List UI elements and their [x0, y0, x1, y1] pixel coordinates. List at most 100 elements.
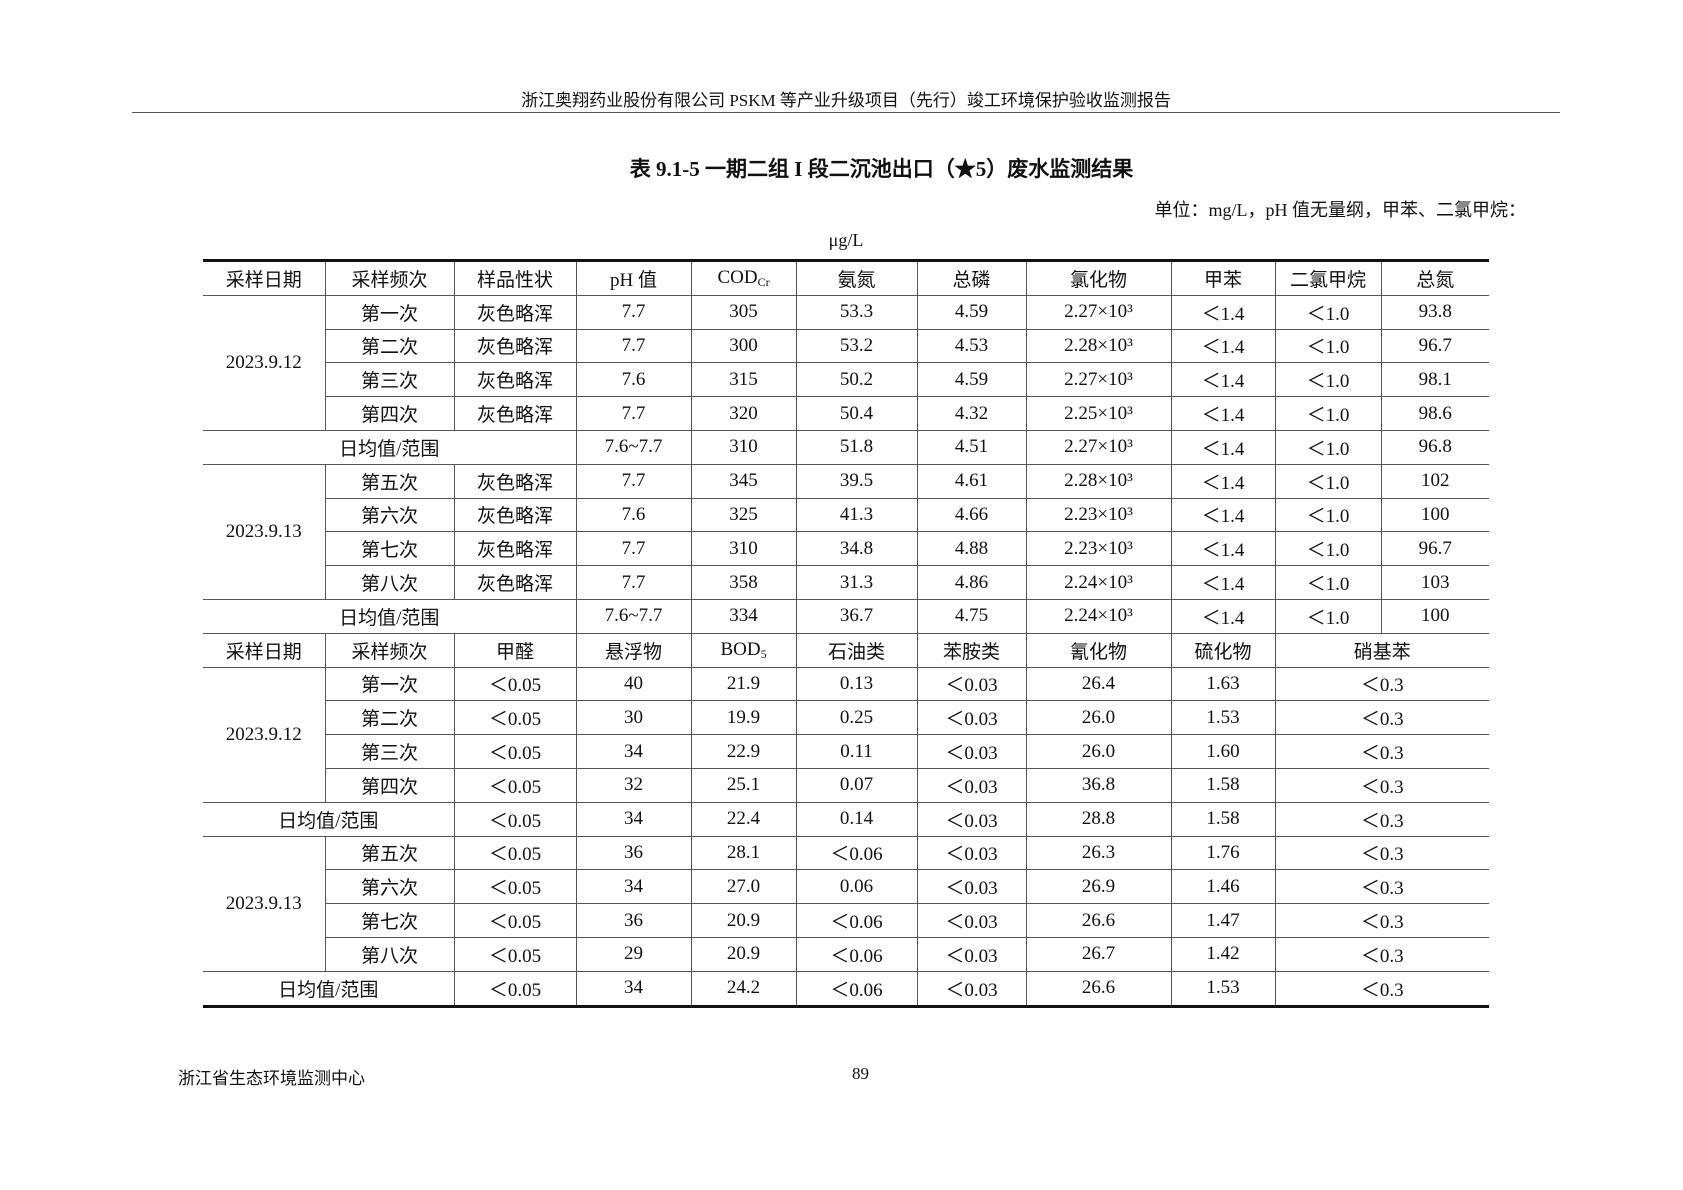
daily-average-value: 26.6 — [1025, 970, 1172, 1008]
value-cell: 灰色略浑 — [453, 294, 577, 330]
value-cell: 36.8 — [1025, 767, 1172, 803]
value-cell: 7.7 — [575, 463, 692, 499]
table-row: 第三次 灰色略浑 7.6 315 50.2 4.59 2.27×10³ ＜1.4 ＜1.0 98.… — [203, 362, 1489, 398]
column-header-label: 采样日期 — [225, 269, 302, 291]
table-row: 第八次 ＜0.05 29 20.9 ＜0.06 ＜0.03 26.7 1.42 ＜0.3 — [203, 936, 1489, 972]
daily-average-value: 36.7 — [795, 598, 918, 634]
column-header-label: 硫化物 — [1194, 641, 1252, 663]
column-header-label: 氰化物 — [1069, 641, 1127, 663]
value-cell: ＜1.0 — [1274, 396, 1382, 431]
value-cell: ＜1.0 — [1274, 497, 1382, 533]
value-cell: 26.0 — [1025, 700, 1172, 736]
sample-round-cell: 第三次 — [324, 734, 455, 769]
daily-average-value: 34 — [575, 970, 692, 1008]
column-header-label: 总氮 — [1416, 269, 1455, 291]
value-cell: 2.27×10³ — [1025, 294, 1172, 330]
value-cell: 26.9 — [1025, 869, 1172, 905]
sample-round-cell: 第七次 — [324, 903, 455, 938]
value-cell: 2.27×10³ — [1025, 362, 1172, 398]
daily-average-value: 2.27×10³ — [1025, 429, 1172, 465]
sample-round-cell: 第八次 — [324, 565, 455, 600]
column-header-label: 石油类 — [827, 641, 885, 663]
table-row: 第二次 ＜0.05 30 19.9 0.25 ＜0.03 26.0 1.53 ＜0.3 — [203, 700, 1489, 736]
value-cell: 灰色略浑 — [453, 328, 577, 364]
value-cell: 22.9 — [690, 734, 797, 769]
daily-average-value: 24.2 — [690, 970, 797, 1008]
sample-round-cell: 第七次 — [324, 531, 455, 567]
value-cell: 灰色略浑 — [453, 396, 577, 431]
value-cell: 28.1 — [690, 835, 797, 871]
value-cell: ＜1.0 — [1274, 531, 1382, 567]
value-cell: 26.4 — [1025, 666, 1172, 702]
table-row: 第六次 灰色略浑 7.6 325 41.3 4.66 2.23×10³ ＜1.4 ＜1.0 100 — [203, 497, 1489, 533]
unit-note: 单位：mg/L，pH 值无量纲，甲苯、二氯甲烷： — [1154, 200, 1527, 220]
sample-round-cell: 第四次 — [324, 396, 455, 431]
table-row: 第八次 灰色略浑 7.7 358 31.3 4.86 2.24×10³ ＜1.4 ＜1.0 103 — [203, 565, 1489, 600]
daily-average-value: ＜0.3 — [1274, 801, 1489, 837]
value-cell: 103 — [1380, 565, 1489, 600]
column-header: 二氯甲烷 — [1274, 259, 1382, 296]
column-header: CODCr — [690, 259, 797, 296]
value-cell: 26.7 — [1025, 936, 1172, 972]
daily-average-value: ＜0.03 — [916, 801, 1027, 837]
daily-average-value: 96.8 — [1380, 429, 1489, 465]
value-cell: 26.6 — [1025, 903, 1172, 938]
sample-round-cell: 第三次 — [324, 362, 455, 398]
daily-average-value: ＜1.0 — [1274, 429, 1382, 465]
value-cell: ＜0.05 — [453, 835, 577, 871]
value-cell: 53.3 — [795, 294, 918, 330]
value-cell: 325 — [690, 497, 797, 533]
column-header-label: 氯化物 — [1069, 269, 1127, 291]
value-cell: 20.9 — [690, 936, 797, 972]
header-divider — [132, 112, 1560, 113]
column-header-subscript: Cr — [757, 274, 770, 289]
value-cell: 2.23×10³ — [1025, 531, 1172, 567]
value-cell: 4.59 — [916, 362, 1027, 398]
value-cell: ＜1.4 — [1170, 362, 1276, 398]
table-title: 表 9.1-5 一期二组 I 段二沉池出口（★5）废水监测结果 — [629, 157, 1134, 181]
value-cell: 96.7 — [1380, 531, 1489, 567]
value-cell: 21.9 — [690, 666, 797, 702]
column-header: 氯化物 — [1025, 259, 1172, 296]
column-header: 采样日期 — [203, 632, 326, 668]
value-cell: ＜1.4 — [1170, 463, 1276, 499]
value-cell: 4.88 — [916, 531, 1027, 567]
value-cell: 300 — [690, 328, 797, 364]
daily-average-row: 日均值/范围 ＜0.05 34 24.2 ＜0.06 ＜0.03 26.6 1.53 ＜0.3 — [203, 970, 1489, 1008]
column-header-label: 样品性状 — [476, 269, 553, 291]
value-cell: 26.0 — [1025, 734, 1172, 769]
value-cell: 19.9 — [690, 700, 797, 736]
value-cell: 102 — [1380, 463, 1489, 499]
table-row: 2023.9.12 第一次 灰色略浑 7.7 305 53.3 4.59 2.27×10³ ＜1… — [203, 294, 1489, 431]
value-cell: 灰色略浑 — [453, 463, 577, 499]
value-cell: 4.66 — [916, 497, 1027, 533]
value-cell: 31.3 — [795, 565, 918, 600]
value-cell: ＜0.3 — [1274, 835, 1489, 871]
sample-round-cell: 第八次 — [324, 936, 455, 972]
value-cell: 2.28×10³ — [1025, 328, 1172, 364]
value-cell: ＜0.03 — [916, 734, 1027, 769]
value-cell: 98.6 — [1380, 396, 1489, 431]
sample-round-cell: 第六次 — [324, 497, 455, 533]
column-header-label: COD — [717, 266, 758, 288]
value-cell: 36 — [575, 835, 692, 871]
table-row: 第四次 ＜0.05 32 25.1 0.07 ＜0.03 36.8 1.58 ＜0.3 — [203, 767, 1489, 803]
table-row: 第二次 灰色略浑 7.7 300 53.2 4.53 2.28×10³ ＜1.4 ＜1.0 96.… — [203, 328, 1489, 364]
column-header-label: 采样频次 — [351, 269, 428, 291]
daily-average-row: 日均值/范围 ＜0.05 34 22.4 0.14 ＜0.03 28.8 1.58 ＜0.3 — [203, 801, 1489, 837]
sample-round-cell: 第五次 — [324, 835, 455, 871]
value-cell: ＜0.03 — [916, 666, 1027, 702]
column-header-label: 采样频次 — [351, 641, 428, 663]
column-header-subscript: 5 — [760, 646, 767, 661]
column-header-label: BOD — [720, 638, 761, 660]
value-cell: 7.6 — [575, 497, 692, 533]
value-cell: 灰色略浑 — [453, 565, 577, 600]
column-header: 氨氮 — [795, 259, 918, 296]
daily-average-value: ＜0.05 — [453, 801, 577, 837]
page-number: 89 — [852, 1064, 869, 1083]
daily-average-label: 日均值/范围 — [203, 801, 455, 837]
value-cell: ＜0.05 — [453, 666, 577, 702]
daily-average-value: 7.6~7.7 — [575, 598, 692, 634]
header-row: 采样日期 采样频次 样品性状 pH 值 CODCr 氨氮 总磷 氯化物 甲苯 二氯甲烷 总氮 — [203, 259, 1489, 296]
value-cell: 36 — [575, 903, 692, 938]
